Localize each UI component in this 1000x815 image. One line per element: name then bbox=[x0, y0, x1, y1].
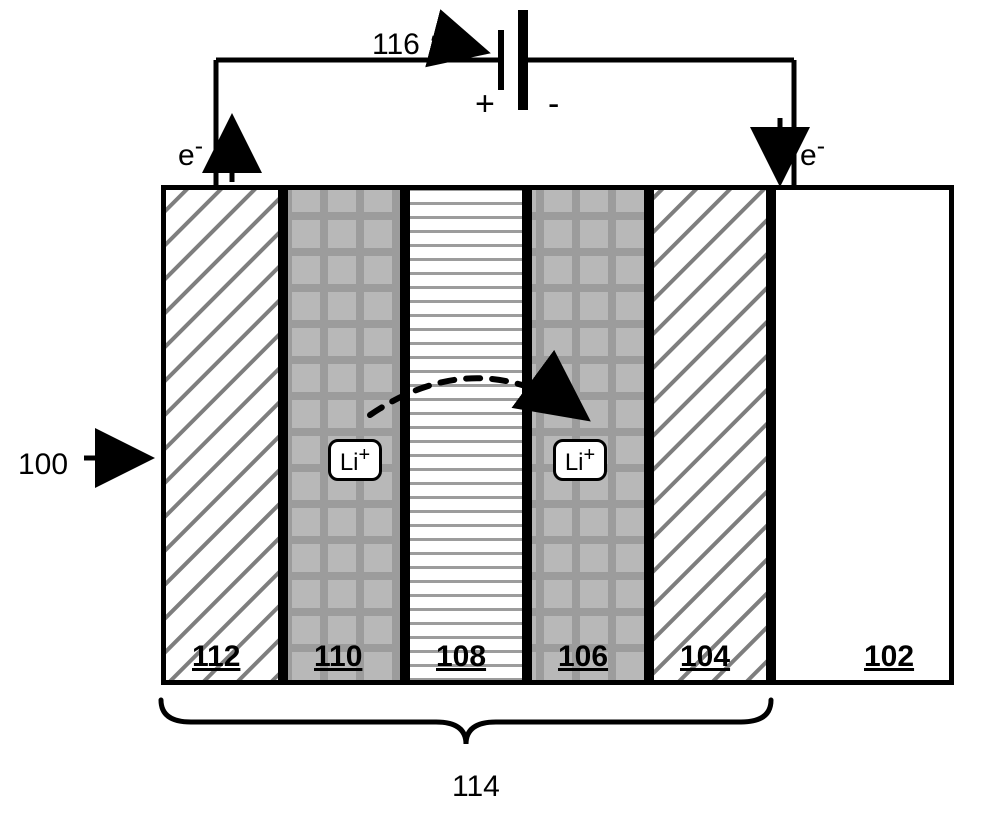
polarity-plus: + bbox=[475, 85, 495, 124]
layer-104 bbox=[649, 185, 771, 685]
layer-label-106: 106 bbox=[558, 640, 608, 680]
layer-108 bbox=[405, 185, 527, 685]
layer-label-108: 108 bbox=[436, 640, 486, 680]
layer-102 bbox=[771, 185, 954, 685]
polarity-minus: - bbox=[548, 85, 559, 124]
electron-left-label: e- bbox=[178, 132, 203, 173]
layer-106 bbox=[527, 185, 649, 685]
layer-label-112: 112 bbox=[192, 640, 240, 680]
layer-label-104: 104 bbox=[680, 640, 730, 680]
ion-right: Li+ bbox=[553, 439, 607, 481]
electron-right-label: e- bbox=[800, 132, 825, 173]
layer-112 bbox=[161, 185, 283, 685]
callout-114: 114 bbox=[452, 770, 500, 804]
ion-right-label: Li+ bbox=[565, 444, 595, 477]
ion-left-label: Li+ bbox=[340, 444, 370, 477]
layer-label-110: 110 bbox=[314, 640, 362, 680]
layer-label-102: 102 bbox=[864, 640, 914, 680]
layer-110 bbox=[283, 185, 405, 685]
callout-100: 100 bbox=[18, 448, 68, 482]
ion-left: Li+ bbox=[328, 439, 382, 481]
callout-116: 116 bbox=[372, 28, 420, 62]
